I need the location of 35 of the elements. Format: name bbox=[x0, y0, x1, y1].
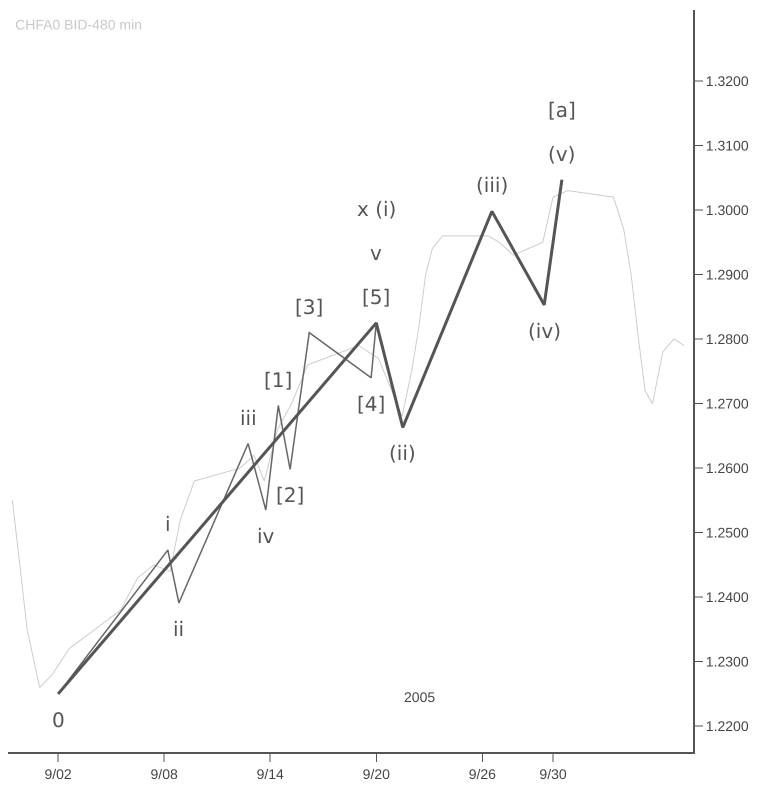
y-tick-label: 1.3000 bbox=[706, 202, 749, 218]
x-tick-label: 9/02 bbox=[44, 766, 72, 782]
annotation: [a] bbox=[548, 98, 576, 122]
annotation: [5] bbox=[362, 285, 390, 309]
annotation: [2] bbox=[276, 483, 304, 507]
y-tick-label: 1.2700 bbox=[706, 395, 749, 412]
y-tick-label: 1.2400 bbox=[706, 589, 749, 606]
y-tick-label: 1.2900 bbox=[706, 266, 749, 282]
annotation: [4] bbox=[357, 392, 386, 416]
y-tick-label: 1.3200 bbox=[706, 72, 749, 89]
x-tick-label: 9/26 bbox=[468, 766, 496, 782]
y-tick-label: 1.2300 bbox=[706, 654, 749, 670]
annotation: iv bbox=[257, 524, 275, 548]
annotation: [3] bbox=[295, 295, 324, 319]
y-tick-label: 1.3100 bbox=[706, 137, 749, 154]
x-tick-label: 9/14 bbox=[256, 766, 284, 782]
annotation: iii bbox=[240, 406, 257, 430]
y-tick-label: 1.2600 bbox=[706, 460, 749, 476]
annotation: ii bbox=[173, 617, 184, 641]
annotation: v bbox=[370, 241, 382, 265]
annotation: (iii) bbox=[476, 173, 508, 197]
y-tick-label: 1.2800 bbox=[706, 330, 749, 347]
annotation: (iv) bbox=[528, 319, 561, 343]
x-tick-label: 9/08 bbox=[150, 766, 178, 782]
y-tick-label: 1.2500 bbox=[706, 524, 749, 541]
annotation: 0 bbox=[52, 708, 65, 732]
annotation: [1] bbox=[264, 368, 292, 392]
annotation: 2005 bbox=[404, 689, 436, 705]
x-tick-label: 9/30 bbox=[539, 766, 567, 782]
y-tick-label: 1.2200 bbox=[706, 718, 749, 734]
annotation: (ii) bbox=[389, 441, 416, 465]
annotation: i bbox=[165, 512, 171, 536]
annotation: (v) bbox=[548, 142, 576, 166]
x-tick-label: 9/20 bbox=[362, 766, 390, 782]
annotation: x (i) bbox=[357, 197, 396, 221]
